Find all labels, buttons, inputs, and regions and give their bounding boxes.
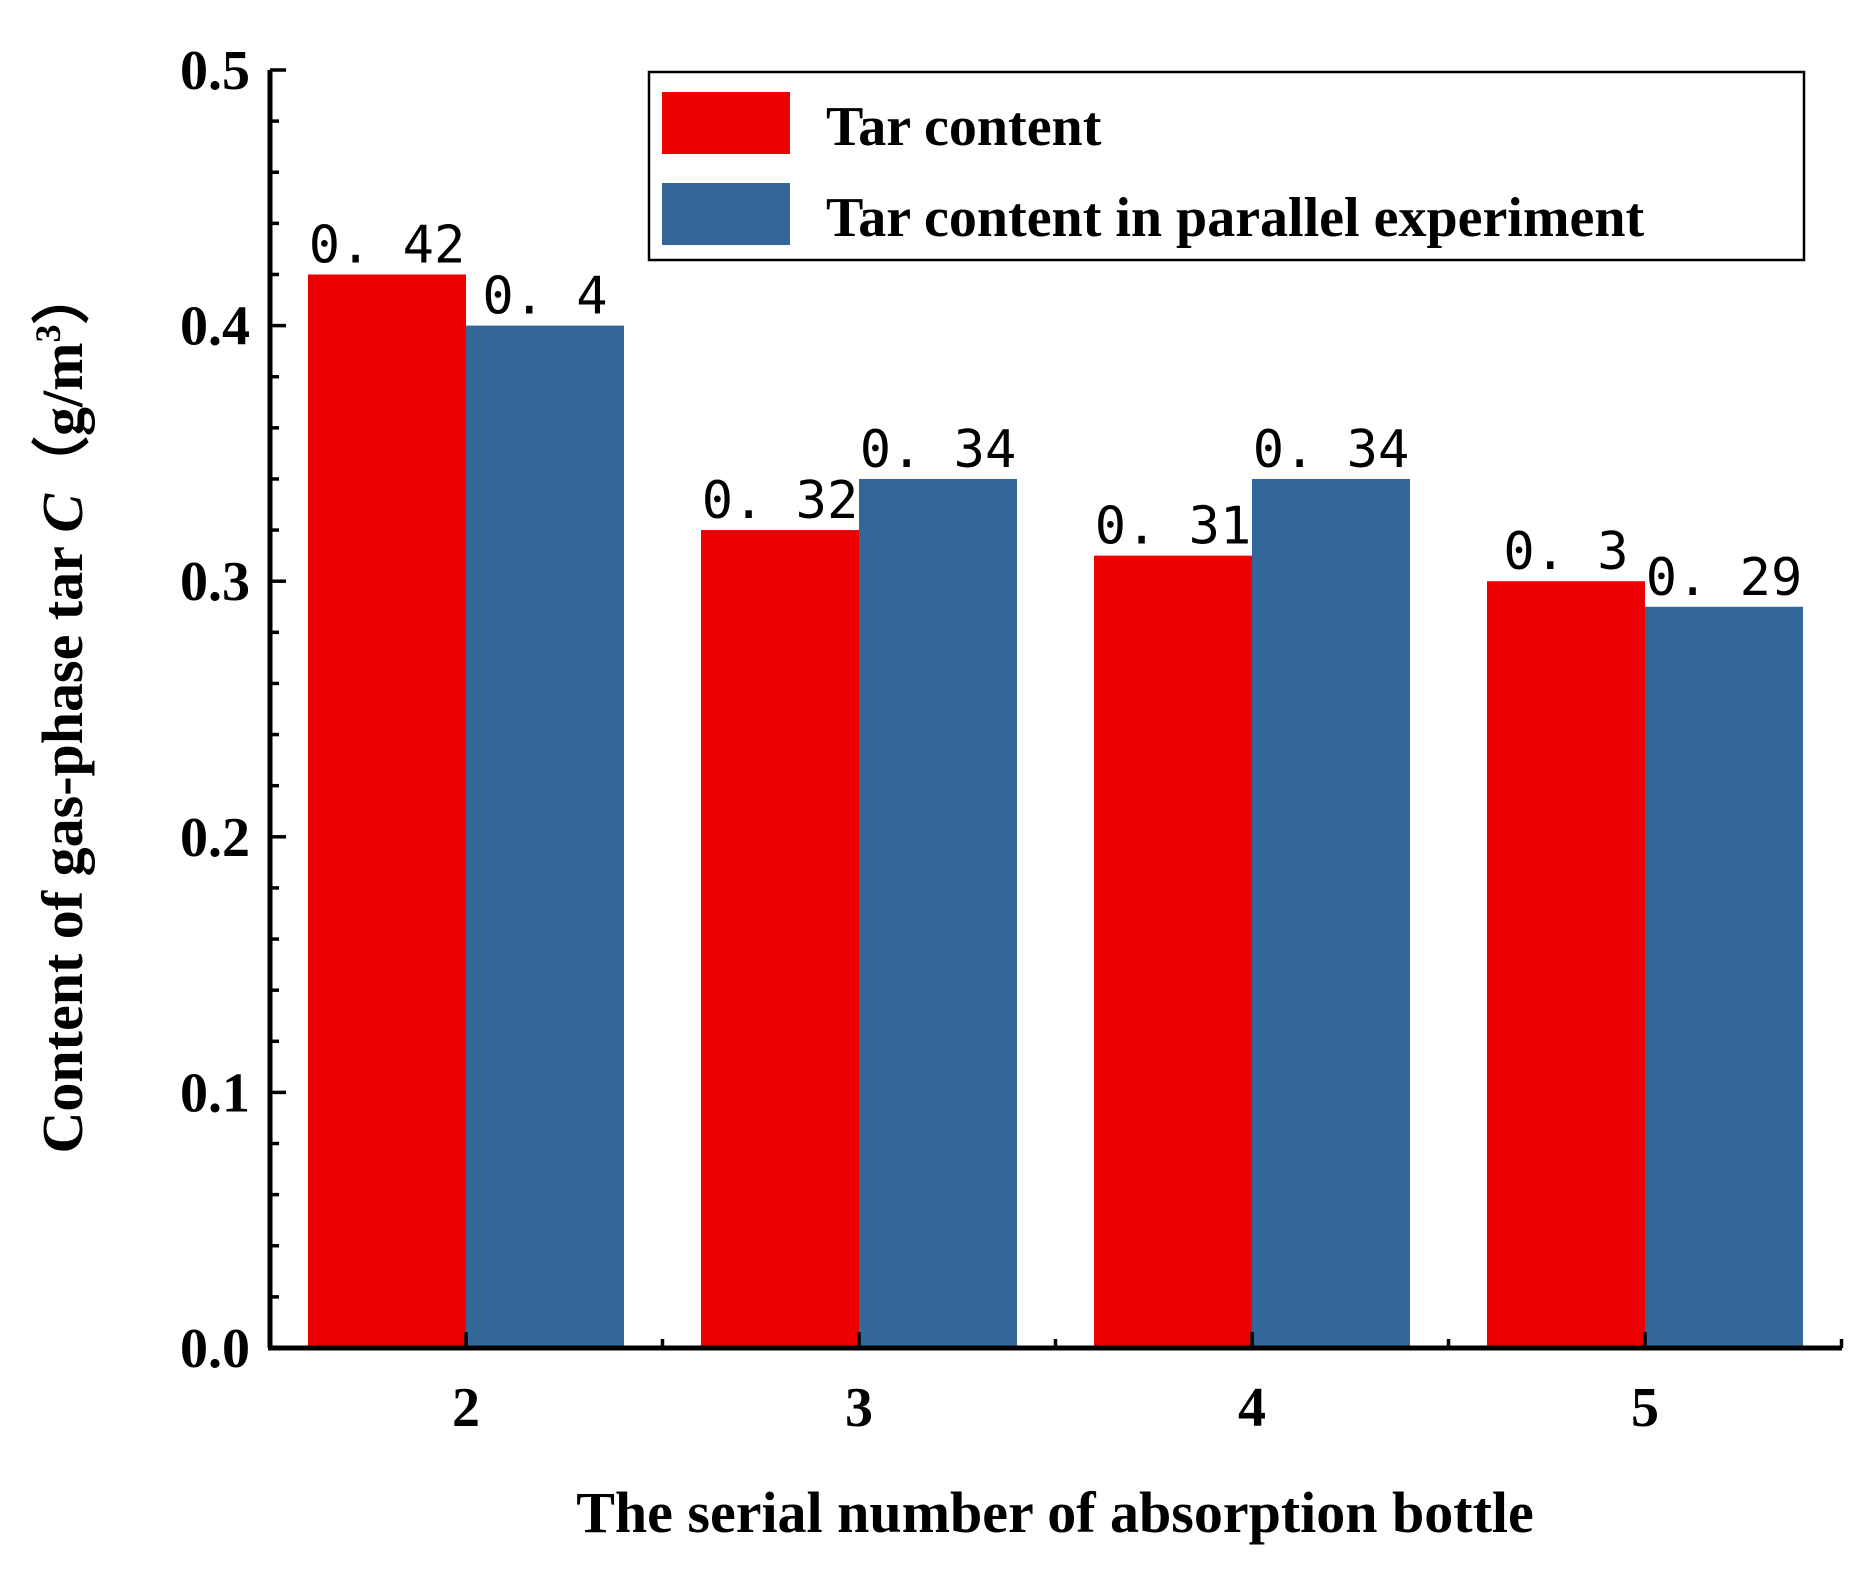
y-tick-label: 0.5 xyxy=(180,40,250,102)
y-axis-title-unit-close: ） xyxy=(30,267,95,325)
bar-series-2 xyxy=(1645,606,1803,1348)
bar-value-label: 0. 3 xyxy=(1503,522,1628,582)
y-axis-title-unit-sup: 3 xyxy=(28,325,68,343)
y-axis-title-variable: C xyxy=(30,493,95,533)
bar-value-label: 0. 31 xyxy=(1095,497,1252,557)
bar-value-label: 0. 34 xyxy=(860,420,1017,480)
y-tick-label: 0.4 xyxy=(180,296,250,358)
legend: Tar content Tar content in parallel expe… xyxy=(647,70,1806,262)
bar-value-label: 0. 32 xyxy=(702,471,859,531)
bar-series-2 xyxy=(466,325,624,1349)
legend-frame xyxy=(647,70,1806,262)
bar-series-2 xyxy=(1252,478,1410,1349)
bar-value-label: 0. 4 xyxy=(482,267,607,327)
data-labels-layer: 0. 420. 40. 320. 340. 310. 340. 3 0. 29 xyxy=(309,215,1803,607)
legend-swatch-parallel-experiment xyxy=(662,183,790,245)
y-axis: 0.0 0.1 0.2 0.3 0.4 0.5 xyxy=(180,40,286,1380)
x-tick-label: 5 xyxy=(1631,1377,1659,1439)
legend-label-tar-content: Tar content xyxy=(826,96,1102,158)
x-tick-label: 4 xyxy=(1238,1377,1266,1439)
y-tick-label: 0.0 xyxy=(180,1318,250,1380)
y-tick-label: 0.2 xyxy=(180,807,250,869)
bar-series-2 xyxy=(859,478,1017,1349)
bar-series-1 xyxy=(1487,581,1645,1348)
bars-layer xyxy=(308,274,1803,1349)
x-ticks: 2 3 4 5 xyxy=(267,1332,1844,1439)
bar-series-1 xyxy=(1094,555,1252,1348)
bar-series-1 xyxy=(701,530,859,1348)
legend-label-parallel-experiment: Tar content in parallel experiment xyxy=(826,187,1645,249)
bar-value-label: 0. 42 xyxy=(309,215,466,275)
y-axis-title: Content of gas-phase tar C（g/m3） xyxy=(28,267,95,1154)
x-axis: 2 3 4 5 xyxy=(267,1332,1844,1439)
x-axis-title: The serial number of absorption bottle xyxy=(576,1480,1534,1545)
y-axis-title-unit-open: （g/m xyxy=(30,343,95,494)
y-axis-title-prefix: Content of gas-phase tar xyxy=(30,533,95,1154)
y-tick-label: 0.1 xyxy=(180,1062,250,1124)
x-tick-label: 3 xyxy=(845,1377,873,1439)
legend-swatch-tar-content xyxy=(662,92,790,154)
y-tick-label: 0.3 xyxy=(180,551,250,613)
bar-value-label: 0. 34 xyxy=(1253,420,1410,480)
x-tick-label: 2 xyxy=(452,1377,480,1439)
bar-series-1 xyxy=(308,274,466,1349)
y-ticks: 0.0 0.1 0.2 0.3 0.4 0.5 xyxy=(180,40,286,1380)
bar-value-label: 0. 29 xyxy=(1646,548,1803,608)
